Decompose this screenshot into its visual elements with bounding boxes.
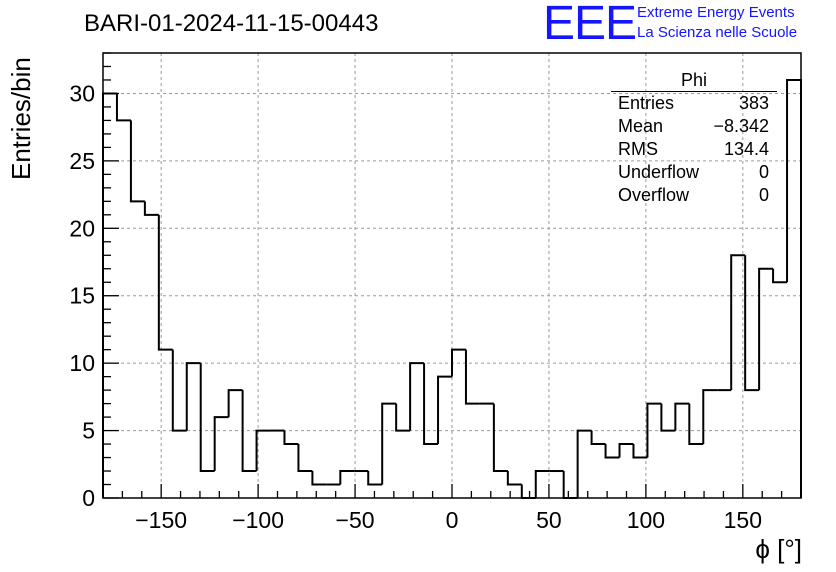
histogram-bin <box>758 267 774 391</box>
histogram-bin <box>437 375 452 445</box>
histogram-bin <box>744 255 760 392</box>
logo-tagline-2: La Scienza nelle Scuole <box>637 24 798 41</box>
x-tick-label: −150 <box>135 507 187 533</box>
histogram-bin <box>171 349 187 432</box>
x-tick-label: 50 <box>536 507 562 533</box>
x-axis-label: ϕ [°] <box>755 534 802 564</box>
histogram-bin <box>451 348 466 377</box>
histogram-bin <box>464 349 480 405</box>
y-tick-label: 5 <box>82 418 95 444</box>
x-tick-label: −100 <box>232 507 284 533</box>
stats-row-mean: Mean −8.342 <box>611 115 777 138</box>
histogram-bin <box>227 389 243 418</box>
histogram-bin <box>339 470 355 485</box>
stats-value: 383 <box>738 93 769 113</box>
stats-label: Entries <box>618 93 675 113</box>
histogram-bin <box>674 402 690 431</box>
histogram-bin <box>409 362 425 431</box>
histogram-bin <box>534 470 550 498</box>
x-tick-label: 0 <box>446 507 459 533</box>
histogram-bin <box>604 444 620 459</box>
logo-tagline-1: Extreme Energy Events <box>637 4 795 21</box>
histogram-bin <box>283 430 299 446</box>
chart-title: BARI-01-2024-11-15-00443 <box>84 10 379 37</box>
tick-labels: −150 −100 −50 0 50 100 150 0 5 10 15 20 25 30 <box>69 80 762 533</box>
grid-lines <box>103 53 801 498</box>
y-tick-label: 15 <box>69 283 95 309</box>
histogram-bin <box>702 389 718 445</box>
x-tick-label: −50 <box>336 507 375 533</box>
y-tick-label: 20 <box>69 215 95 241</box>
histogram-bin <box>185 362 201 431</box>
histogram-bars <box>102 78 802 499</box>
stats-row-entries: Entries 383 <box>611 92 777 115</box>
histogram-bin <box>688 403 704 446</box>
stats-box: Phi Entries 383 Mean −8.342 RMS 134.4 Un… <box>611 70 777 207</box>
histogram-bin <box>199 363 215 473</box>
histogram-bin <box>492 403 508 473</box>
histogram-bin <box>297 444 313 473</box>
stats-label: Mean <box>618 116 664 136</box>
stats-value: 0 <box>758 162 769 182</box>
histogram-bin <box>255 429 271 472</box>
histogram-bin <box>730 254 746 391</box>
stats-row-underflow: Underflow 0 <box>611 161 777 184</box>
histogram-bin <box>576 429 592 498</box>
histogram-bin <box>618 443 634 458</box>
histogram-bin <box>660 403 676 432</box>
histogram-bin <box>395 403 411 432</box>
y-tick-label: 0 <box>82 485 95 511</box>
y-tick-label: 30 <box>69 80 95 106</box>
stats-value: 134.4 <box>723 139 769 159</box>
histogram-bin <box>506 471 522 486</box>
stats-value: 0 <box>758 185 769 205</box>
stats-value: −8.342 <box>713 116 769 136</box>
y-axis-label: Entries/bin <box>6 57 36 180</box>
histogram-bin <box>157 214 173 351</box>
histogram-bin <box>423 363 439 446</box>
histogram-bin <box>590 430 606 446</box>
histogram-bin <box>129 120 145 203</box>
histogram-bin <box>143 201 159 216</box>
histogram-bin <box>786 78 802 498</box>
histogram-bin <box>241 390 257 473</box>
histogram-bin <box>367 471 383 486</box>
x-tick-label: 150 <box>724 507 762 533</box>
histogram-bin <box>562 471 578 499</box>
histogram-bin <box>520 484 536 499</box>
axis-ticks <box>102 52 802 499</box>
y-tick-label: 10 <box>69 350 95 376</box>
stats-row-rms: RMS 134.4 <box>611 138 777 161</box>
histogram-bin <box>772 268 788 284</box>
x-tick-label: 100 <box>627 507 665 533</box>
histogram-bin <box>311 471 327 486</box>
stats-label: Overflow <box>618 185 690 205</box>
histogram-bin <box>213 416 229 472</box>
y-tick-label: 25 <box>69 148 95 174</box>
histogram-bin <box>632 444 648 459</box>
eee-logo: EEE <box>543 0 637 50</box>
stats-title: Phi <box>611 70 777 92</box>
histogram-bin <box>115 93 131 122</box>
stats-label: RMS <box>618 139 658 159</box>
histogram-bin <box>646 402 662 458</box>
stats-row-overflow: Overflow 0 <box>611 184 777 207</box>
histogram-bin <box>381 402 397 485</box>
stats-label: Underflow <box>618 162 700 182</box>
